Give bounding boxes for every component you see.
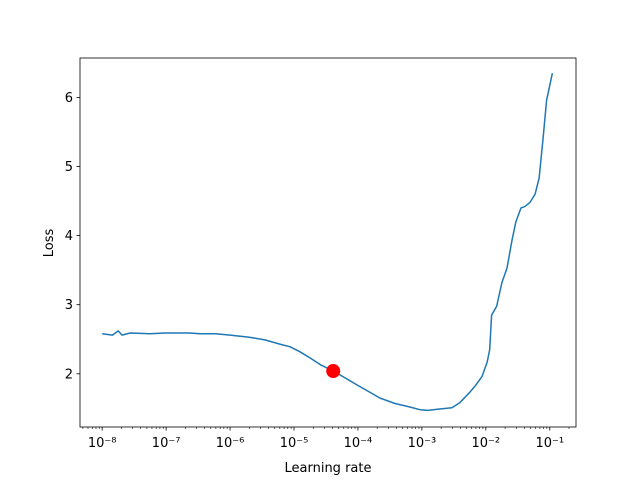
x-tick-label: 10⁻³ <box>408 436 437 451</box>
x-tick-label: 10⁻⁴ <box>344 436 373 451</box>
y-tick-label: 6 <box>65 91 73 106</box>
x-tick-label: 10⁻⁶ <box>216 436 245 451</box>
y-tick-label: 2 <box>65 367 73 382</box>
loss-curve <box>102 73 554 412</box>
x-axis-label: Learning rate <box>285 461 372 476</box>
suggested-lr-marker <box>326 364 341 379</box>
y-tick-label: 5 <box>65 160 73 175</box>
plot-frame <box>79 57 577 428</box>
x-tick-label: 10⁻⁵ <box>280 436 309 451</box>
y-tick-label: 3 <box>65 298 73 313</box>
ticks: 10⁻⁸ 10⁻⁷ 10⁻⁶ 10⁻⁵ 10⁻⁴ 10⁻³ 10⁻² 10⁻¹ 2 3 4 5 6 <box>65 91 570 451</box>
x-tick-label: 10⁻¹ <box>535 436 564 451</box>
y-tick-label: 4 <box>65 229 73 244</box>
x-tick-label: 10⁻² <box>472 436 501 451</box>
x-tick-label: 10⁻⁸ <box>88 436 117 451</box>
x-tick-label: 10⁻⁷ <box>152 436 181 451</box>
y-axis-label: Loss <box>42 229 57 258</box>
